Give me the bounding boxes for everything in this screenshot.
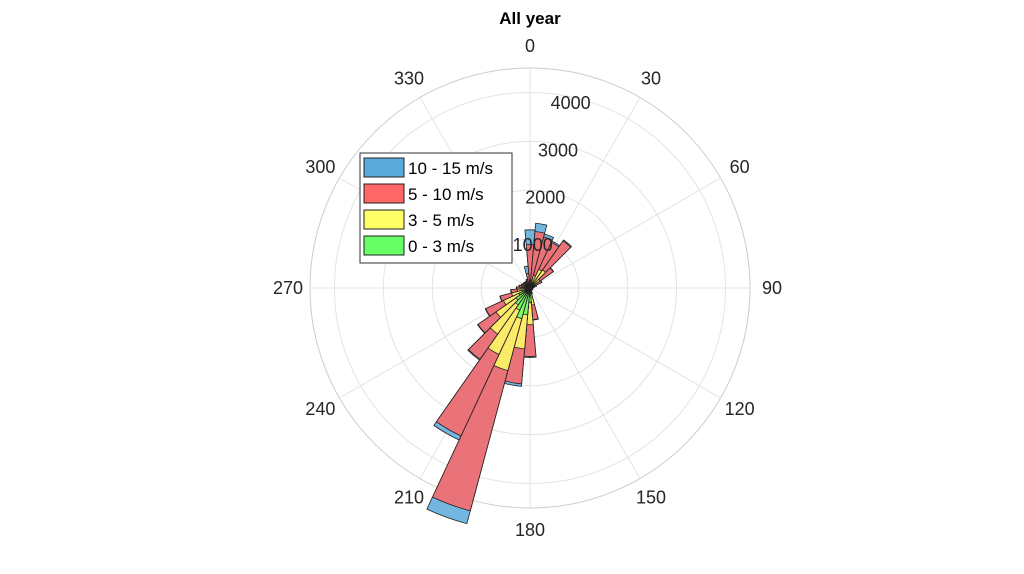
grid-spoke [529,287,641,479]
angle-tick-label: 300 [305,157,335,177]
legend: 10 - 15 m/s 5 - 10 m/s 3 - 5 m/s 0 - 3 m/s [359,152,513,264]
legend-swatch [363,183,405,204]
angle-tick-label: 180 [515,520,545,540]
legend-swatch [363,235,405,256]
legend-swatch [363,209,405,230]
legend-label: 0 - 3 m/s [408,237,474,256]
angle-tick-label: 150 [636,488,666,508]
grid-spoke [529,287,721,399]
center-mark [527,285,533,291]
angle-tick-label: 90 [762,278,782,298]
angle-tick-label: 270 [273,278,303,298]
angle-tick-label: 30 [641,68,661,88]
angle-tick-label: 60 [730,157,750,177]
radial-tick-label: 3000 [538,140,578,160]
angle-tick-label: 0 [525,36,535,56]
legend-label: 10 - 15 m/s [408,159,493,178]
radial-tick-labels: 1000 2000 3000 4000 [513,93,591,255]
angle-tick-label: 210 [394,488,424,508]
legend-swatch [363,157,405,178]
angle-tick-label: 120 [725,399,755,419]
angle-tick-label: 330 [394,68,424,88]
radial-tick-label: 1000 [513,235,553,255]
chart-title: All year [499,9,561,28]
angle-tick-label: 240 [305,399,335,419]
wind-bars [426,222,573,525]
legend-label: 5 - 10 m/s [408,185,484,204]
legend-label: 3 - 5 m/s [408,211,474,230]
radial-tick-label: 2000 [525,188,565,208]
grid-spoke [529,177,721,289]
angle-tick-labels: 0 30 60 90 120 150 180 210 240 270 300 330 [273,36,782,540]
radial-tick-label: 4000 [551,93,591,113]
